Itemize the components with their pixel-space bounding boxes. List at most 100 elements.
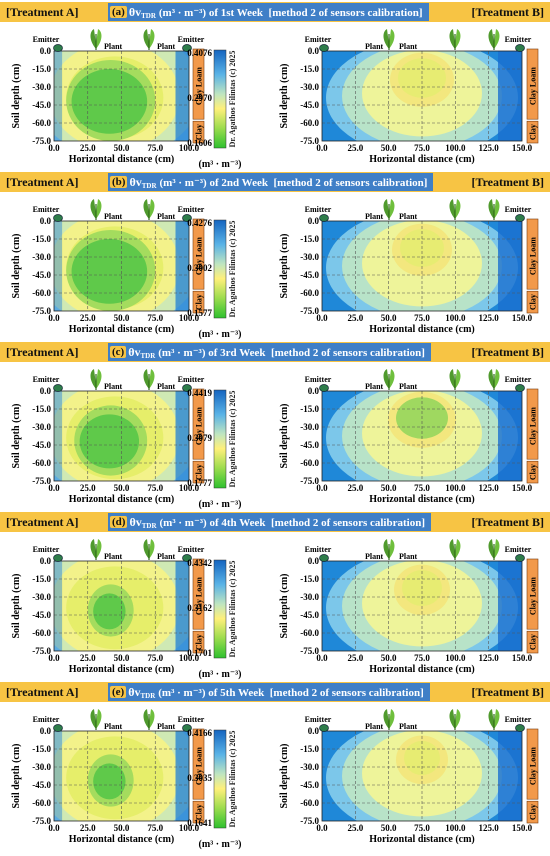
title-subscript: TDR xyxy=(141,12,156,20)
treatment-b-label: [Treatment B] xyxy=(471,685,544,699)
plot-frame xyxy=(321,730,523,822)
emitter-icon xyxy=(319,384,329,392)
colorbar-gradient xyxy=(213,729,227,829)
y-tick-label: -30.0 xyxy=(32,762,51,772)
colorbar: 0.4166 0.3035 0.1641 Dr. Agathos Filintas (… xyxy=(187,728,241,850)
emitter-icon xyxy=(182,724,192,732)
panel-letter: (b) xyxy=(110,176,128,188)
soil-layer-strip: Clay Loam Clay xyxy=(192,728,205,824)
y-tick-label: -15.0 xyxy=(32,404,51,414)
week-panel-5: [Treatment A] [Treatment B] (e) θv TDR (m³ · … xyxy=(0,682,550,852)
y-tick-label: -60.0 xyxy=(32,628,51,638)
x-tick-label: 100.0 xyxy=(445,653,466,663)
colorbar-unit: (m³ · m⁻³) xyxy=(199,159,242,170)
y-tick-label: -75.0 xyxy=(300,816,319,826)
week-panel-3: [Treatment A] [Treatment B] (c) θv TDR (m³ · … xyxy=(0,342,550,512)
soil-label-clay-loam: Clay Loam xyxy=(529,237,538,275)
plant-label: Plant xyxy=(157,722,176,731)
plant-icon xyxy=(143,199,155,220)
treatment-a-plot: Soil depth (cm) 0.0 25.0 50.0 75.0 100.0 0.0 -1… xyxy=(11,199,205,335)
emitter-label: Emitter xyxy=(305,375,332,384)
panel-title: (e) θv TDR (m³ · m⁻³) of 5th Week [method 2… xyxy=(108,683,430,701)
x-tick-label: 0.0 xyxy=(48,483,60,493)
y-tick-label: -30.0 xyxy=(300,422,319,432)
y-tick-label: 0.0 xyxy=(40,726,52,736)
emitter-label: Emitter xyxy=(33,205,60,214)
treatment-a-label: [Treatment A] xyxy=(6,685,79,699)
y-tick-label: -15.0 xyxy=(32,64,51,74)
panel-header: [Treatment A] [Treatment B] (b) θv TDR (m³ · … xyxy=(0,172,550,192)
x-tick-label: 50.0 xyxy=(381,143,397,153)
emitter-label: Emitter xyxy=(505,375,532,384)
plant-label: Plant xyxy=(104,42,123,51)
colorbar-gradient xyxy=(213,559,227,659)
y-tick-label: 0.0 xyxy=(308,556,320,566)
title-symbol: θv xyxy=(128,344,141,359)
x-tick-label: 25.0 xyxy=(347,653,363,663)
soil-layer-strip: Clay Loam Clay xyxy=(526,218,539,314)
y-tick-label: -75.0 xyxy=(32,816,51,826)
x-tick-label: 75.0 xyxy=(414,143,430,153)
plot-frame xyxy=(53,560,190,652)
soil-label-clay-loam: Clay Loam xyxy=(529,407,538,445)
y-tick-label: 0.0 xyxy=(40,216,52,226)
plant-label: Plant xyxy=(365,722,384,731)
colorbar: 0.4076 0.2970 0.1606 Dr. Agathos Filintas (… xyxy=(187,48,241,170)
emitter-icon xyxy=(182,384,192,392)
y-tick-label: -75.0 xyxy=(32,136,51,146)
x-tick-label: 25.0 xyxy=(80,653,96,663)
treatment-a-label: [Treatment A] xyxy=(6,515,79,529)
y-tick-label: -45.0 xyxy=(32,440,51,450)
plant-icon xyxy=(143,369,155,390)
treatment-b-plot: Soil depth (cm) 0.0 25.0 50.0 75.0 100.0 125.0… xyxy=(279,199,539,335)
y-tick-label: -45.0 xyxy=(300,100,319,110)
emitter-label: Emitter xyxy=(33,545,60,554)
y-tick-label: -30.0 xyxy=(32,592,51,602)
panel-figure: Soil depth (cm) 0.0 25.0 50.0 75.0 100.0 0.0 -1… xyxy=(11,199,539,340)
colorbar-tick-label: 0.1606 xyxy=(187,138,212,148)
emitter-icon xyxy=(515,384,525,392)
emitter-label: Emitter xyxy=(178,35,205,44)
treatment-a-plot: Soil depth (cm) 0.0 25.0 50.0 75.0 100.0 0.0 -1… xyxy=(11,539,205,675)
y-tick-label: -15.0 xyxy=(300,234,319,244)
plant-label: Plant xyxy=(104,722,123,731)
x-tick-label: 75.0 xyxy=(147,653,163,663)
y-tick-label: -60.0 xyxy=(300,458,319,468)
soil-label-clay: Clay xyxy=(529,464,538,480)
emitter-icon xyxy=(515,214,525,222)
plant-label: Plant xyxy=(104,382,123,391)
x-tick-label: 50.0 xyxy=(381,823,397,833)
title-symbol: θv xyxy=(128,4,142,19)
y-tick-label: -45.0 xyxy=(32,270,51,280)
x-tick-label: 50.0 xyxy=(114,823,130,833)
y-tick-label: -15.0 xyxy=(32,574,51,584)
x-tick-label: 75.0 xyxy=(147,143,163,153)
emitter-label: Emitter xyxy=(305,205,332,214)
colorbar-tick-label: 0.3079 xyxy=(187,433,212,443)
plant-icon xyxy=(90,29,102,50)
y-axis-label: Soil depth (cm) xyxy=(11,574,22,639)
x-tick-label: 125.0 xyxy=(479,823,500,833)
plant-label: Plant xyxy=(365,42,384,51)
plant-icon xyxy=(383,709,395,730)
treatment-a-plot: Soil depth (cm) 0.0 25.0 50.0 75.0 100.0 0.0 -1… xyxy=(11,369,205,505)
title-text: (m³ · m⁻³) of 5th Week [method 2 of sens… xyxy=(158,686,424,699)
colorbar-gradient xyxy=(213,49,227,149)
y-tick-label: 0.0 xyxy=(40,556,52,566)
colorbar-tick-label: 0.1777 xyxy=(187,478,212,488)
y-tick-label: -15.0 xyxy=(300,744,319,754)
emitter-icon xyxy=(319,214,329,222)
y-tick-label: -15.0 xyxy=(300,404,319,414)
treatment-b-plot: Soil depth (cm) 0.0 25.0 50.0 75.0 100.0 125.0… xyxy=(279,709,539,845)
title-subscript: TDR xyxy=(141,182,157,190)
plant-label: Plant xyxy=(399,722,418,731)
x-tick-label: 0.0 xyxy=(316,143,328,153)
title-text: (m³ · m⁻³) of 4th Week [method 2 of sens… xyxy=(159,516,425,529)
x-tick-label: 50.0 xyxy=(114,143,130,153)
plant-icon xyxy=(90,709,102,730)
colorbar-tick-label: 0.1701 xyxy=(187,648,212,658)
emitter-label: Emitter xyxy=(505,35,532,44)
